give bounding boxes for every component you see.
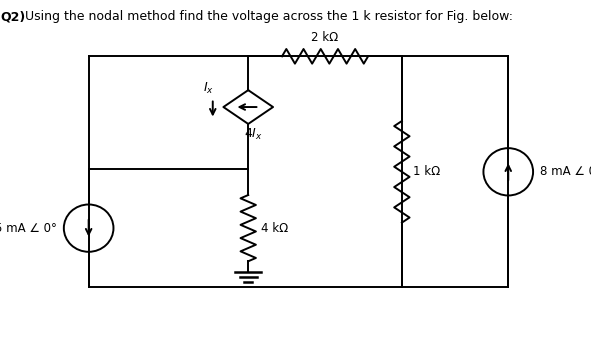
- Text: 8 mA ∠ 0°: 8 mA ∠ 0°: [540, 165, 591, 178]
- Text: 1 kΩ: 1 kΩ: [413, 165, 440, 178]
- Text: $4I_x$: $4I_x$: [243, 127, 262, 142]
- Text: $I_x$: $I_x$: [203, 81, 213, 96]
- Text: Using the nodal method find the voltage across the 1 k resistor for Fig. below:: Using the nodal method find the voltage …: [21, 10, 512, 23]
- Text: Q2): Q2): [1, 10, 26, 23]
- Text: 5 mA ∠ 0°: 5 mA ∠ 0°: [0, 222, 57, 235]
- Text: 2 kΩ: 2 kΩ: [311, 31, 339, 44]
- Text: 4 kΩ: 4 kΩ: [261, 222, 288, 235]
